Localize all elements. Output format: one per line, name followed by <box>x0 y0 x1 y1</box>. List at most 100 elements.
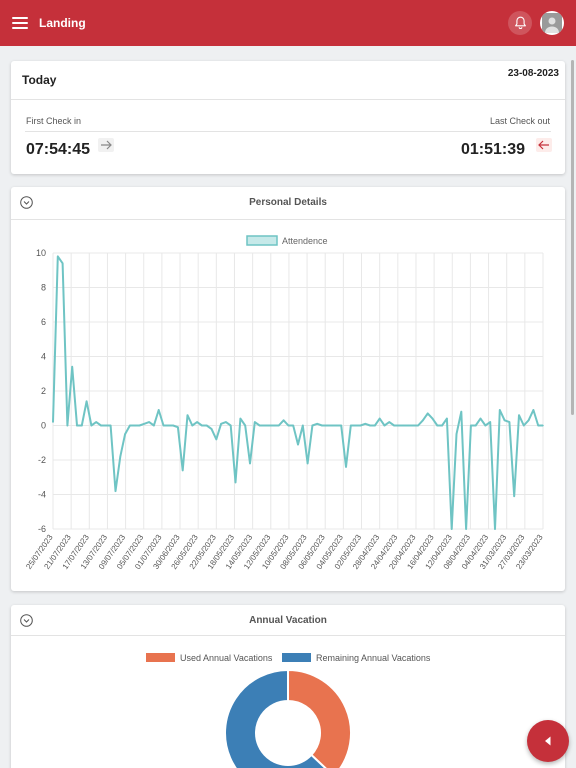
chevron-down-circle-icon[interactable] <box>20 196 33 209</box>
data-point <box>52 421 54 423</box>
data-point <box>503 419 506 422</box>
data-point <box>258 424 261 427</box>
legend-swatch <box>246 235 278 246</box>
data-point <box>85 400 88 403</box>
data-point <box>489 421 491 423</box>
y-tick-label: -4 <box>38 490 46 500</box>
y-tick-label: 2 <box>41 386 46 396</box>
data-point <box>527 419 530 422</box>
data-point <box>119 455 122 458</box>
annual-vacation-title: Annual Vacation <box>249 615 327 626</box>
arrow-left-icon <box>536 138 552 152</box>
data-point <box>422 419 424 422</box>
data-point <box>345 466 347 468</box>
user-photo-icon <box>542 13 562 33</box>
data-point <box>76 424 78 427</box>
data-point <box>374 424 376 427</box>
data-point <box>297 443 299 446</box>
y-tick-label: 0 <box>41 421 46 431</box>
data-point <box>412 424 415 427</box>
data-point <box>474 424 477 427</box>
today-title: Today <box>22 73 57 87</box>
hamburger-icon[interactable] <box>12 17 28 29</box>
y-tick-label: -6 <box>38 524 46 534</box>
data-point <box>90 424 93 427</box>
today-divider <box>11 99 565 100</box>
caret-left-icon <box>545 736 551 746</box>
scrollbar[interactable] <box>571 60 574 415</box>
data-point <box>402 424 405 427</box>
first-check-in-label: First Check in <box>26 116 82 126</box>
data-point <box>354 424 357 427</box>
data-point <box>225 421 227 423</box>
data-point <box>167 424 170 427</box>
data-point <box>157 409 160 411</box>
attendance-line <box>52 255 543 530</box>
today-date: 23-08-2023 <box>507 68 559 79</box>
data-point <box>129 424 131 427</box>
data-point <box>330 424 333 427</box>
annual-vacation-card: Annual Vacation Used Annual Vacations Rem… <box>11 605 565 768</box>
personal-divider <box>11 219 565 220</box>
today-card: Today 23-08-2023 First Check in Last Che… <box>11 61 565 174</box>
check-divider <box>25 131 551 132</box>
data-point <box>244 424 246 427</box>
app-title: Landing <box>39 16 86 30</box>
data-point <box>321 424 323 427</box>
data-point <box>153 424 155 427</box>
data-point <box>71 366 74 368</box>
y-tick-label: 6 <box>41 317 46 327</box>
data-point <box>470 424 472 427</box>
data-point <box>100 424 102 427</box>
data-point <box>441 424 443 427</box>
data-point <box>369 424 371 427</box>
data-point <box>249 462 251 465</box>
notifications-button[interactable] <box>508 11 532 35</box>
first-check-in-time: 07:54:45 <box>26 141 91 158</box>
top-app-bar: Landing <box>0 0 576 46</box>
data-point <box>364 422 367 425</box>
data-point <box>239 417 242 420</box>
data-point <box>181 469 184 472</box>
data-point <box>350 424 352 427</box>
chevron-down-circle-icon[interactable] <box>20 614 33 627</box>
data-point <box>455 433 458 435</box>
data-point <box>177 426 179 429</box>
data-point <box>537 424 539 427</box>
data-point <box>61 262 64 265</box>
data-point <box>162 424 165 427</box>
data-point <box>417 424 419 427</box>
data-point <box>311 424 314 427</box>
data-point <box>407 424 410 427</box>
personal-details-header[interactable]: Personal Details <box>11 187 565 219</box>
data-point <box>436 424 439 427</box>
data-point <box>450 528 453 530</box>
legend-label: Used Annual Vacations <box>180 653 273 663</box>
legend-swatch <box>282 653 311 662</box>
y-tick-label: -2 <box>38 455 46 465</box>
donut-slice <box>287 668 352 768</box>
data-point <box>210 428 213 430</box>
data-point <box>388 421 391 423</box>
data-point <box>95 421 98 423</box>
data-point <box>393 424 395 427</box>
data-point <box>340 424 343 427</box>
y-tick-label: 10 <box>36 248 46 258</box>
data-point <box>143 422 146 425</box>
data-point <box>383 424 386 427</box>
back-fab-button[interactable] <box>527 720 569 762</box>
data-point <box>306 462 309 465</box>
data-point <box>335 424 338 427</box>
avatar[interactable] <box>540 11 564 35</box>
data-point <box>479 417 482 420</box>
data-point <box>205 424 208 427</box>
data-point <box>292 424 294 427</box>
data-point <box>494 528 496 530</box>
data-point <box>57 255 59 258</box>
data-point <box>186 414 189 416</box>
data-point <box>513 495 515 498</box>
legend-label: Attendence <box>282 236 328 246</box>
annual-vacation-header[interactable]: Annual Vacation <box>11 605 565 637</box>
data-point <box>133 424 136 427</box>
data-point <box>460 410 463 413</box>
